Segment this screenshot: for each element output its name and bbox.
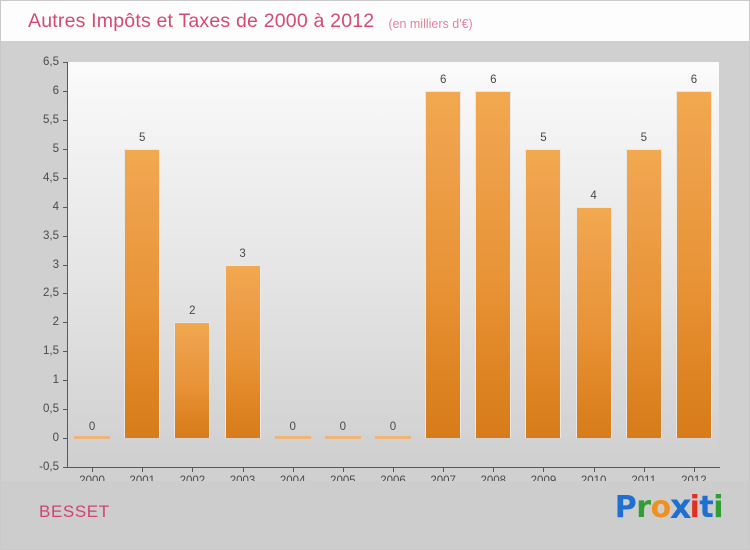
y-axis-label: 2	[52, 316, 59, 329]
bar-value-label: 5	[139, 131, 146, 144]
y-axis-tick	[63, 177, 68, 179]
y-axis-label: 4	[52, 200, 59, 213]
y-axis-tick	[63, 467, 68, 468]
y-axis-tick	[63, 235, 68, 237]
page-title: Autres Impôts et Taxes de 2000 à 2012	[28, 9, 375, 32]
x-axis-tick	[92, 467, 94, 472]
y-axis-label: 0,5	[43, 403, 59, 416]
entity-name: BESSET	[39, 502, 110, 521]
x-axis-tick	[292, 467, 294, 472]
plot-area	[67, 62, 719, 467]
logo-letter: P	[614, 490, 637, 525]
x-axis-tick	[593, 467, 595, 472]
bar[interactable]	[425, 90, 462, 439]
x-axis-tick	[493, 467, 495, 472]
bar-value-label: 5	[640, 131, 647, 144]
bar-value-label: 6	[690, 73, 698, 86]
y-axis-label: -0,5	[39, 461, 59, 473]
bar[interactable]	[625, 148, 662, 439]
y-axis-label: 3,5	[43, 229, 59, 242]
bar-value-label: 5	[540, 131, 547, 144]
y-axis-tick	[63, 206, 68, 208]
bar[interactable]	[675, 90, 712, 439]
bar[interactable]	[575, 206, 612, 439]
y-axis-label: 4,5	[43, 171, 59, 184]
x-axis-tick	[693, 467, 695, 472]
bar-value-label: 0	[389, 421, 397, 434]
y-axis-tick	[63, 438, 68, 440]
x-axis-tick	[643, 467, 645, 472]
y-axis-label: 6	[52, 84, 59, 97]
y-axis-label: 1	[52, 374, 59, 387]
y-axis-tick	[63, 351, 68, 353]
y-axis-tick	[63, 264, 68, 266]
bar-value-label: 0	[339, 421, 347, 434]
y-axis-tick	[63, 62, 68, 63]
logo-letter: i	[689, 490, 700, 525]
bar-value-label: 4	[590, 189, 597, 202]
x-axis-tick	[192, 467, 194, 472]
bar-value-label: 2	[189, 305, 196, 318]
y-axis-tick	[63, 409, 68, 411]
logo-letter: r	[636, 490, 651, 525]
logo-letter: o	[650, 490, 672, 525]
bar[interactable]	[124, 148, 161, 439]
bar-value-label: 3	[239, 247, 246, 260]
bar[interactable]	[224, 264, 261, 439]
y-axis-label: 5	[52, 142, 59, 155]
y-axis-label: 6,5	[43, 56, 59, 68]
y-axis-label: 5,5	[43, 113, 59, 126]
x-axis-tick	[443, 467, 445, 472]
y-axis-tick	[63, 322, 68, 324]
y-axis-label: 3	[52, 258, 59, 271]
logo-letter: i	[713, 490, 723, 525]
logo-letter: t	[699, 490, 714, 525]
chart-subtitle: (en milliers d'€)	[388, 16, 473, 31]
y-axis-tick	[63, 148, 68, 150]
bar[interactable]	[375, 436, 411, 440]
bar-value-label: 0	[88, 421, 96, 434]
bar[interactable]	[475, 90, 512, 439]
bar[interactable]	[274, 436, 311, 440]
logo-letter: x	[669, 487, 692, 528]
x-axis-tick	[543, 467, 545, 472]
y-axis-tick	[63, 119, 68, 121]
x-axis-tick	[142, 467, 144, 472]
y-axis-label: 1,5	[43, 345, 59, 358]
x-axis-tick	[393, 467, 394, 472]
bar[interactable]	[324, 436, 361, 440]
chart-header: Autres Impôts et Taxes de 2000 à 2012 (e…	[1, 1, 749, 41]
bar[interactable]	[525, 148, 562, 439]
proxiti-logo[interactable]: Proxiti	[614, 487, 724, 528]
x-axis-tick	[342, 467, 344, 472]
chart-plot-region: -0,500,511,522,533,544,555,566,5 2000200…	[1, 41, 749, 487]
y-axis-label: 0	[52, 432, 59, 445]
bar[interactable]	[174, 322, 211, 439]
y-axis-tick	[63, 380, 68, 382]
chart-footer: BESSET Proxiti	[1, 481, 749, 549]
bar-value-label: 6	[439, 73, 447, 86]
y-axis-tick	[63, 293, 68, 295]
y-axis-tick	[63, 90, 68, 92]
bar[interactable]	[74, 436, 111, 440]
y-axis-label: 2,5	[43, 287, 59, 300]
bar-value-label: 6	[490, 73, 497, 86]
x-axis-tick	[242, 467, 244, 472]
bar-value-label: 0	[289, 421, 296, 434]
